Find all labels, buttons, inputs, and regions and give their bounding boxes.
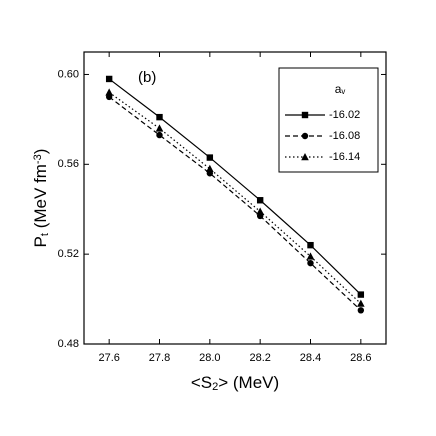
y-axis-label-part: t bbox=[39, 233, 51, 236]
y-tick-label: 0.48 bbox=[58, 338, 79, 350]
legend-title-part: v bbox=[341, 87, 345, 96]
marker bbox=[206, 154, 214, 161]
y-axis-label: Pt (MeV fm-3) bbox=[31, 149, 51, 248]
marker bbox=[105, 75, 113, 83]
legend-label: -16.02 bbox=[329, 109, 360, 121]
series-line bbox=[108, 96, 362, 311]
marker bbox=[155, 124, 164, 132]
marker bbox=[256, 197, 264, 204]
x-axis-label: <S2> (MeV) bbox=[191, 373, 279, 393]
legend-title-part: a bbox=[335, 82, 342, 96]
y-axis-label-part: (MeV fm bbox=[31, 164, 50, 233]
marker bbox=[301, 132, 309, 140]
x-tick-label: 27.8 bbox=[149, 352, 170, 364]
x-tick-label: 28.2 bbox=[249, 352, 270, 364]
marker bbox=[357, 307, 365, 314]
y-axis-label-part: ) bbox=[31, 149, 50, 155]
marker bbox=[306, 252, 315, 260]
marker bbox=[105, 88, 113, 96]
y-axis-label-part: -3 bbox=[32, 154, 44, 164]
x-axis-label-part: <S bbox=[191, 373, 212, 392]
plot-frame bbox=[83, 51, 387, 345]
marker bbox=[301, 153, 309, 161]
x-tick-label: 28.6 bbox=[350, 352, 371, 364]
marker bbox=[206, 164, 214, 172]
y-tick-label: 0.60 bbox=[58, 68, 79, 80]
marker bbox=[256, 207, 264, 215]
x-axis-label-part: > (MeV) bbox=[218, 373, 279, 392]
marker bbox=[156, 113, 163, 121]
series-line bbox=[108, 78, 362, 296]
marker bbox=[357, 291, 365, 298]
legend-title: av bbox=[335, 82, 346, 96]
marker bbox=[357, 299, 365, 307]
x-tick-label: 27.6 bbox=[98, 352, 119, 364]
x-tick-label: 28.0 bbox=[199, 352, 220, 364]
marker bbox=[307, 241, 314, 249]
x-tick-label: 28.4 bbox=[300, 352, 321, 364]
legend-label: -16.14 bbox=[329, 151, 360, 163]
marker bbox=[307, 259, 314, 267]
y-axis-label-part: P bbox=[31, 236, 50, 247]
annotation: (b) bbox=[138, 69, 156, 86]
marker bbox=[301, 111, 309, 119]
y-tick-label: 0.56 bbox=[58, 158, 79, 170]
marker bbox=[156, 131, 163, 139]
legend-box bbox=[278, 67, 379, 173]
x-axis-label-part: 2 bbox=[212, 381, 218, 393]
legend-label: -16.08 bbox=[329, 130, 360, 142]
y-tick-label: 0.52 bbox=[58, 248, 79, 260]
